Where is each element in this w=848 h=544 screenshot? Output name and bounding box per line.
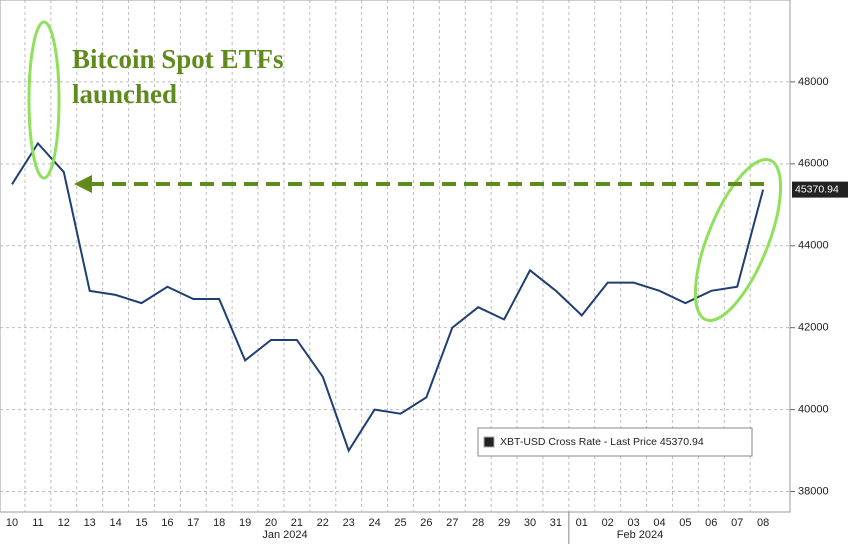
plot-area bbox=[0, 0, 791, 513]
x-tick-label: 19 bbox=[239, 517, 251, 529]
x-tick-label: 13 bbox=[84, 517, 96, 529]
month-label: Feb 2024 bbox=[617, 529, 663, 541]
x-tick-label: 28 bbox=[472, 517, 484, 529]
x-tick-label: 10 bbox=[6, 517, 18, 529]
highlight-ellipse bbox=[693, 157, 783, 323]
x-tick-label: 29 bbox=[498, 517, 510, 529]
arrow-head bbox=[74, 175, 92, 193]
x-tick-label: 20 bbox=[265, 517, 277, 529]
x-tick-label: 27 bbox=[446, 517, 458, 529]
x-tick-label: 14 bbox=[109, 517, 121, 529]
x-tick-label: 22 bbox=[317, 517, 329, 529]
x-tick-label: 23 bbox=[343, 517, 355, 529]
y-tick-label: 46000 bbox=[798, 158, 829, 170]
x-tick-label: 07 bbox=[731, 517, 743, 529]
x-tick-label: 24 bbox=[368, 517, 380, 529]
x-tick-label: 03 bbox=[627, 517, 639, 529]
y-tick-label: 42000 bbox=[798, 322, 829, 334]
x-tick-label: 04 bbox=[653, 517, 665, 529]
x-tick-label: 12 bbox=[58, 517, 70, 529]
x-tick-label: 17 bbox=[187, 517, 199, 529]
x-tick-label: 01 bbox=[576, 517, 588, 529]
x-tick-label: 08 bbox=[757, 517, 769, 529]
y-tick-label: 44000 bbox=[798, 240, 829, 252]
y-tick-label: 40000 bbox=[798, 404, 829, 416]
last-price-label: 45370.94 bbox=[795, 183, 839, 195]
month-label: Jan 2024 bbox=[262, 529, 307, 541]
x-tick-label: 31 bbox=[550, 517, 562, 529]
price-line bbox=[11, 141, 765, 453]
last-price-tag bbox=[792, 181, 848, 198]
y-tick-label: 38000 bbox=[798, 485, 829, 497]
x-tick-label: 02 bbox=[602, 517, 614, 529]
legend-swatch bbox=[483, 436, 495, 448]
highlight-ellipse bbox=[27, 20, 61, 180]
x-tick-label: 30 bbox=[524, 517, 536, 529]
x-tick-label: 16 bbox=[161, 517, 173, 529]
x-tick-label: 25 bbox=[394, 517, 406, 529]
x-tick-label: 21 bbox=[291, 517, 303, 529]
x-tick-label: 15 bbox=[135, 517, 147, 529]
x-tick-label: 18 bbox=[213, 517, 225, 529]
legend-box bbox=[477, 427, 753, 457]
annotation: launched bbox=[72, 79, 177, 109]
annotation: Bitcoin Spot ETFs bbox=[72, 44, 284, 74]
x-tick-label: 06 bbox=[705, 517, 717, 529]
y-tick-label: 48000 bbox=[798, 76, 829, 88]
legend-label: XBT-USD Cross Rate - Last Price 45370.94 bbox=[500, 436, 704, 448]
x-tick-label: 11 bbox=[32, 517, 43, 529]
x-tick-label: 05 bbox=[679, 517, 691, 529]
x-tick-label: 26 bbox=[420, 517, 432, 529]
